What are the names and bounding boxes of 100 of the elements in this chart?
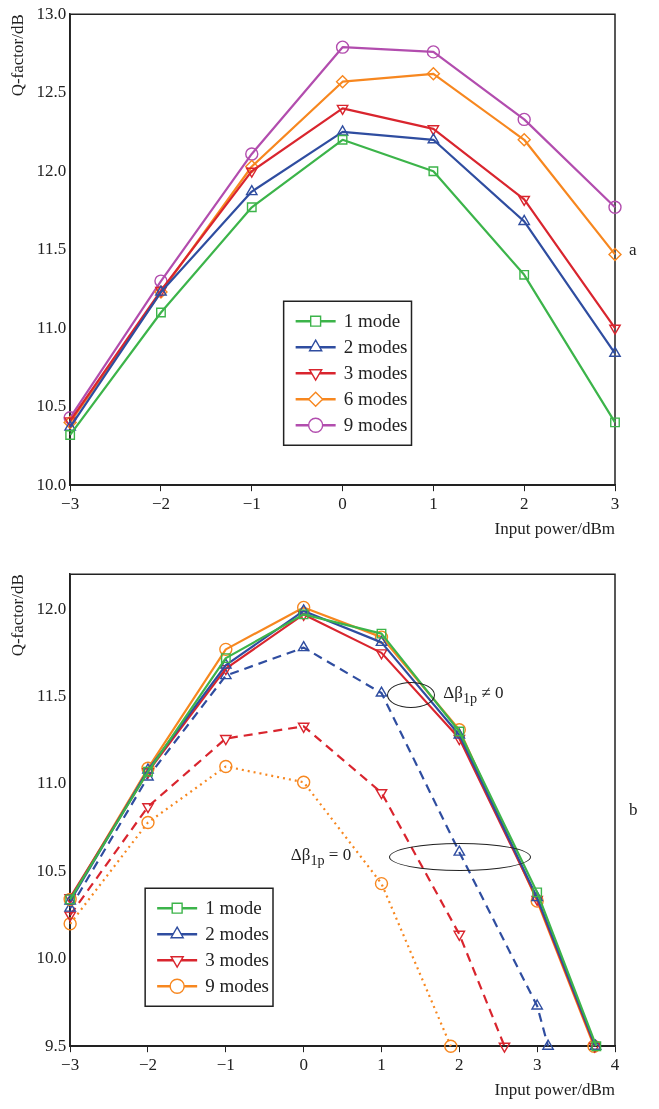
x-tick-label: 1	[377, 1054, 386, 1074]
point	[219, 658, 232, 669]
y-tick-label: 11.0	[37, 317, 67, 337]
y-tick-label: 12.0	[36, 598, 67, 618]
point	[375, 686, 388, 697]
point	[245, 147, 259, 161]
point	[517, 112, 531, 127]
point	[375, 649, 388, 660]
point	[376, 628, 387, 639]
point	[531, 890, 544, 902]
x-tick-label: 1	[429, 493, 438, 513]
y-tick-label: 13.0	[36, 3, 67, 23]
y-tick-label: 10.0	[36, 474, 67, 494]
x-tick-label: −2	[151, 493, 171, 513]
text: b	[629, 800, 638, 821]
point	[375, 635, 388, 647]
text: a	[629, 239, 637, 260]
legend-label: 1 mode	[205, 897, 262, 919]
point	[427, 125, 440, 136]
point	[220, 653, 231, 664]
point	[64, 911, 77, 922]
point	[336, 104, 349, 116]
legend-label: 9 modes	[343, 414, 408, 436]
point	[297, 604, 310, 615]
point	[374, 630, 389, 644]
point	[337, 134, 348, 145]
point	[336, 125, 349, 136]
point	[375, 789, 388, 800]
point	[531, 999, 544, 1010]
point	[335, 40, 350, 54]
x-axis-title: Input power/dBm	[494, 1080, 615, 1100]
point	[374, 876, 389, 891]
point	[517, 133, 531, 147]
point	[245, 184, 258, 196]
x-tick-label: 3	[610, 493, 620, 513]
point	[608, 247, 622, 262]
annotation: Δβ$_{1p}$ = 0	[290, 845, 352, 870]
legend-label: 3 modes	[205, 949, 270, 971]
point	[154, 274, 168, 288]
legend-label: 1 mode	[343, 310, 401, 332]
y-tick-label: 10.5	[36, 396, 67, 416]
point	[219, 734, 232, 746]
y-axis-title: Q-factor/dB	[7, 574, 27, 657]
point	[156, 307, 166, 318]
x-tick-label: −1	[242, 493, 261, 513]
point	[65, 430, 76, 440]
point	[609, 324, 621, 335]
x-tick-label: −3	[61, 493, 80, 513]
x-tick-label: −2	[138, 1054, 158, 1074]
y-axis-title: Q-factor/dB	[7, 14, 27, 97]
point	[219, 642, 233, 657]
point	[453, 930, 466, 942]
point	[608, 200, 622, 215]
point	[542, 1039, 554, 1050]
point	[610, 417, 620, 428]
y-tick-label: 10.5	[36, 860, 67, 880]
point	[246, 202, 257, 213]
y-tick-label: 12.0	[36, 160, 67, 180]
x-tick-label: 3	[532, 1054, 542, 1074]
point	[141, 815, 155, 830]
x-tick-label: 0	[338, 493, 347, 513]
legend-label: 6 modes	[343, 388, 408, 410]
y-tick-label: 11.0	[37, 773, 67, 793]
point	[142, 803, 154, 814]
point	[519, 269, 530, 280]
point	[498, 1042, 511, 1053]
annotation: Δβ$_{1p}$ ≠ 0	[443, 682, 504, 707]
legend-label: 9 modes	[205, 975, 270, 997]
y-tick-label: 11.5	[37, 239, 67, 259]
point	[219, 759, 233, 774]
point	[518, 214, 531, 226]
legend-label: 3 modes	[343, 362, 408, 384]
point	[64, 901, 77, 912]
point	[297, 640, 310, 652]
y-tick-label: 12.5	[36, 82, 67, 102]
legend-label: 2 modes	[343, 336, 408, 358]
x-tick-label: −3	[61, 1054, 80, 1074]
point	[428, 166, 439, 177]
point	[426, 67, 441, 81]
point	[453, 845, 466, 856]
point	[245, 167, 258, 178]
point	[245, 159, 259, 174]
x-tick-label: 0	[299, 1054, 308, 1074]
y-tick-label: 11.5	[37, 686, 67, 706]
point	[444, 1039, 458, 1053]
point	[532, 887, 543, 898]
x-tick-label: −1	[216, 1054, 235, 1074]
point	[335, 75, 350, 89]
legend-label: 2 modes	[205, 923, 270, 945]
x-tick-label: 2	[455, 1054, 464, 1074]
point	[426, 45, 441, 59]
point	[63, 917, 77, 931]
point	[296, 775, 311, 789]
point	[219, 668, 232, 680]
point	[297, 722, 310, 733]
x-tick-label: 2	[519, 493, 529, 513]
point	[609, 346, 621, 358]
y-tick-label: 9.5	[44, 1035, 67, 1055]
x-tick-label: 4	[610, 1054, 620, 1074]
point	[427, 133, 440, 144]
